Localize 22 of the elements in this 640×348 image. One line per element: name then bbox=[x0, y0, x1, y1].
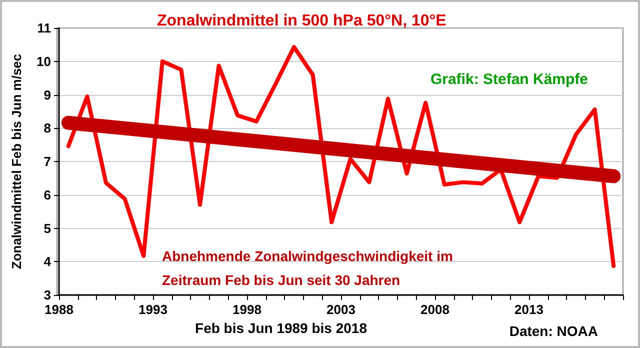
text: Daten: NOAA bbox=[509, 323, 598, 339]
x-tick-label: 2013 bbox=[514, 302, 544, 317]
x-tick-label: 2003 bbox=[326, 302, 356, 317]
y-tick-label: 10 bbox=[36, 54, 51, 69]
line-series bbox=[66, 45, 616, 268]
y-tick-label: 4 bbox=[44, 254, 52, 270]
x-tick-label: 1993 bbox=[138, 302, 168, 317]
y-tick-label: 9 bbox=[44, 87, 51, 102]
y-tick-label: 8 bbox=[44, 120, 51, 136]
y-axis-title: Zonalwindmittel Feb bis Jun m/sec bbox=[9, 54, 24, 270]
y-tick-label: 11 bbox=[37, 20, 51, 36]
x-tick-label: 1998 bbox=[232, 302, 262, 317]
y-tick-label: 5 bbox=[44, 220, 51, 236]
y-tick-label: 6 bbox=[44, 187, 51, 202]
chart-title: Zonalwindmittel in 500 hPa 50°N, 10°E bbox=[157, 12, 447, 30]
annotation: Abnehmende Zonalwindgeschwindigkeit im Zeitraum Feb bis Jun seit 30 Jahren bbox=[162, 248, 453, 288]
x-tick-label: 1988 bbox=[44, 302, 74, 317]
y-tick-label: 7 bbox=[44, 154, 51, 169]
y-tick-label: 3 bbox=[44, 288, 51, 302]
annotation: Grafik: Stefan Kämpfe bbox=[430, 71, 588, 88]
x-axis-title: Feb bis Jun 1989 bis 2018 bbox=[195, 320, 368, 336]
x-tick-label: 2008 bbox=[420, 302, 450, 317]
